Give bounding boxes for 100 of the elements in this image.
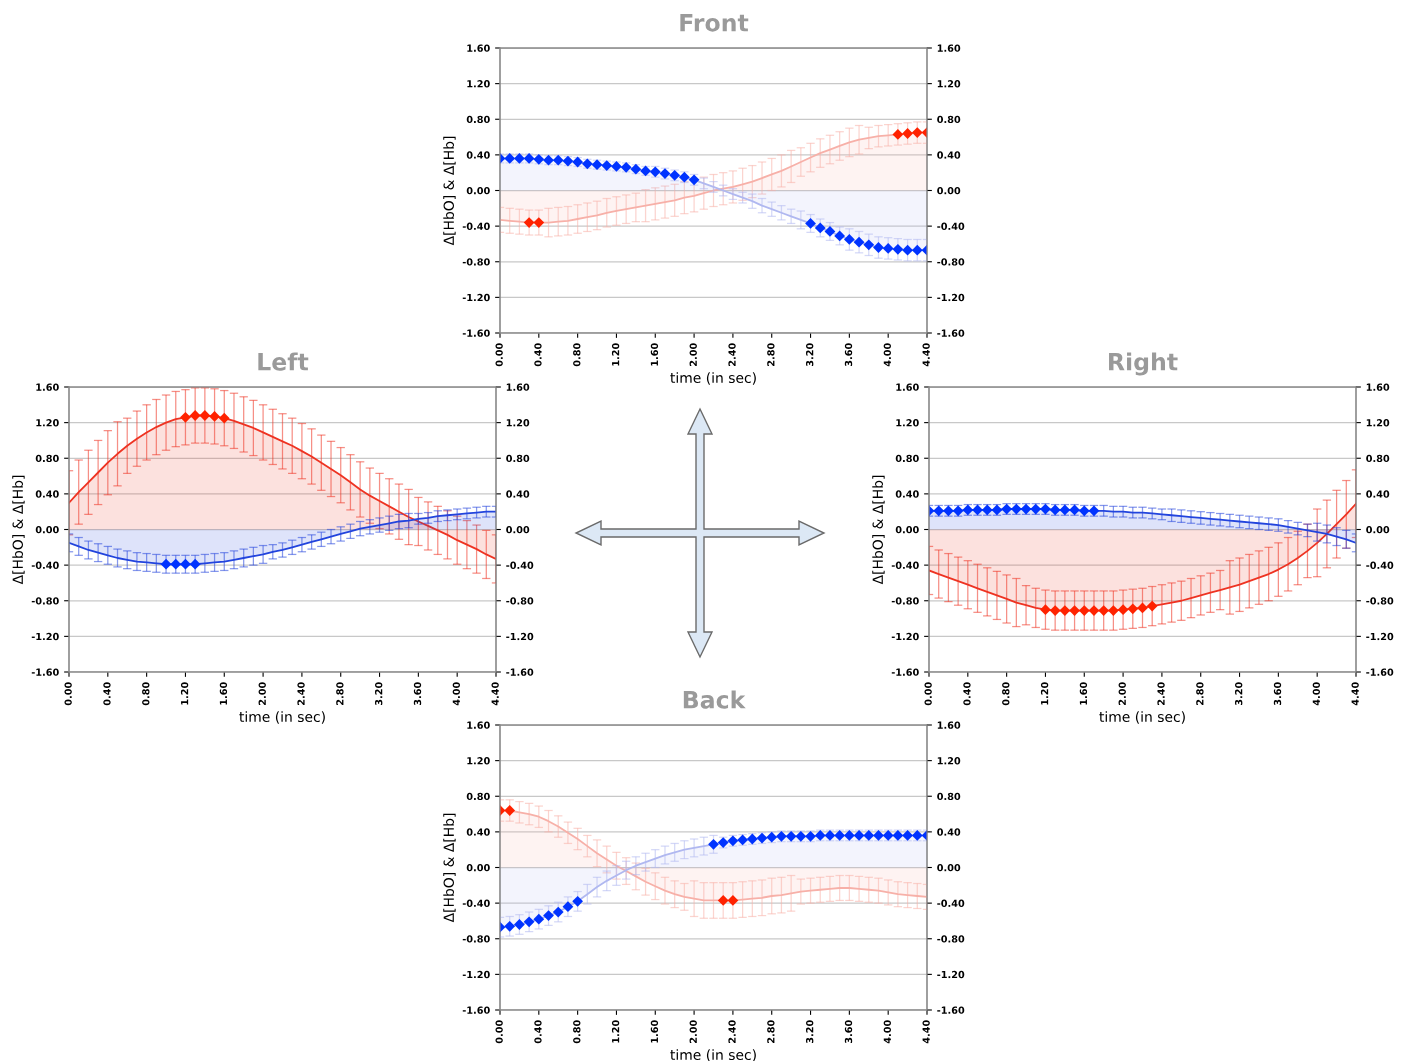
y-tick-label: 0.00 [466, 186, 490, 195]
y-axis-title: Δ[HbO] & Δ[Hb] [443, 813, 456, 923]
x-tick-label: 0.40 [963, 682, 971, 706]
y-tick-label: -1.60 [891, 668, 919, 676]
y2-tick-label: -0.40 [506, 561, 534, 569]
x-tick-label: 2.00 [689, 1020, 697, 1043]
y-tick-label: 1.60 [36, 383, 59, 391]
x-tick-label: 2.00 [258, 682, 266, 705]
y-tick-label: 0.40 [466, 828, 490, 836]
y2-tick-label: -0.80 [937, 935, 965, 943]
y2-tick-label: 0.00 [506, 525, 530, 534]
y2-tick-label: 1.20 [1366, 419, 1390, 427]
x-tick-label: 0.80 [142, 682, 150, 706]
y-tick-label: -0.80 [462, 935, 490, 943]
x-tick-label: 4.40 [491, 682, 499, 706]
x-tick-label: 4.00 [1312, 682, 1320, 706]
x-tick-label: 1.60 [650, 1020, 659, 1043]
y-tick-label: 1.60 [467, 721, 490, 729]
x-tick-label: 0.40 [534, 1020, 542, 1044]
chart-title: Right [1109, 352, 1178, 376]
y2-tick-label: 0.40 [506, 490, 530, 498]
y2-tick-label: 0.40 [1366, 490, 1390, 498]
x-tick-label: 2.80 [336, 682, 344, 705]
x-axis-title: time (in sec) [1099, 711, 1185, 724]
x-tick-label: 0.80 [573, 343, 581, 367]
x-tick-label: 2.00 [1118, 682, 1126, 705]
y-tick-label: 1.20 [36, 419, 59, 427]
y-tick-label: 1.60 [467, 44, 490, 52]
y-tick-label: -0.80 [31, 597, 59, 605]
x-tick-label: 1.20 [611, 1020, 620, 1043]
y-tick-label: 0.40 [466, 151, 490, 159]
x-tick-label: 1.60 [1079, 682, 1088, 705]
chart-title: Left [258, 352, 309, 371]
y2-tick-label: 0.00 [937, 863, 961, 872]
y2-tick-label: -1.60 [506, 668, 534, 676]
y-tick-label: -0.40 [462, 899, 490, 907]
x-tick-label: 3.20 [1235, 682, 1243, 706]
y-axis-title: Δ[HbO] & Δ[Hb] [443, 136, 456, 246]
y-tick-label: 1.60 [896, 383, 919, 391]
x-axis-title: time (in sec) [239, 711, 325, 724]
x-tick-label: 3.60 [844, 1020, 853, 1044]
x-tick-label: 3.60 [1273, 682, 1282, 706]
x-tick-label: 2.40 [1157, 682, 1165, 705]
y2-tick-label: 1.60 [937, 44, 961, 52]
y-tick-label: -1.60 [462, 329, 490, 337]
y-tick-label: -0.40 [31, 561, 59, 569]
y2-tick-label: 1.60 [1366, 383, 1390, 391]
y2-tick-label: -1.60 [937, 329, 965, 337]
x-tick-label: 2.00 [689, 343, 697, 366]
x-tick-label: 1.20 [1040, 682, 1049, 705]
y-tick-label: -0.40 [891, 561, 919, 569]
y2-tick-label: -0.80 [1366, 597, 1394, 605]
x-tick-label: 1.20 [611, 343, 620, 366]
x-tick-label: 2.80 [767, 343, 775, 366]
x-tick-label: 0.40 [103, 682, 111, 706]
x-axis-title: time (in sec) [670, 1049, 756, 1061]
y2-tick-label: 0.00 [937, 186, 961, 195]
y-tick-label: 0.40 [35, 490, 59, 498]
x-tick-label: 1.20 [180, 682, 189, 705]
x-tick-label: 4.00 [452, 682, 460, 706]
y2-tick-label: -0.40 [937, 222, 965, 230]
x-tick-label: 2.40 [728, 343, 736, 366]
y2-tick-label: -1.20 [937, 293, 965, 302]
y-axis-title: Δ[HbO] & Δ[Hb] [12, 475, 25, 585]
y-tick-label: -1.60 [462, 1006, 490, 1014]
x-tick-label: 4.40 [922, 343, 930, 367]
x-tick-label: 3.60 [413, 682, 422, 706]
x-tick-label: 1.60 [650, 343, 659, 366]
x-tick-label: 4.40 [1351, 682, 1359, 706]
y2-tick-label: 0.40 [937, 151, 961, 159]
y2-tick-label: -1.60 [937, 1006, 965, 1014]
x-tick-label: 1.60 [219, 682, 228, 705]
y2-tick-label: -0.80 [506, 597, 534, 605]
y-tick-label: -0.80 [462, 258, 490, 266]
y-tick-label: 0.40 [895, 490, 919, 498]
y-tick-label: 0.80 [466, 792, 490, 801]
y-tick-label: -0.80 [891, 597, 919, 605]
y-tick-label: 0.80 [35, 454, 59, 463]
x-tick-label: 3.20 [375, 682, 383, 706]
y2-tick-label: 1.20 [506, 419, 530, 427]
y-tick-label: 0.80 [466, 115, 490, 124]
x-tick-label: 4.00 [883, 1020, 891, 1044]
y-tick-label: 0.00 [466, 863, 490, 872]
y-axis-title: Δ[HbO] & Δ[Hb] [872, 475, 885, 585]
y-tick-label: -1.60 [31, 668, 59, 676]
y2-tick-label: -1.20 [937, 970, 965, 979]
x-tick-label: 2.40 [297, 682, 305, 705]
x-tick-label: 3.20 [806, 1020, 814, 1044]
x-tick-label: 0.80 [573, 1020, 581, 1044]
y-tick-label: 0.00 [35, 525, 59, 534]
y-tick-label: 1.20 [467, 80, 490, 88]
chart-title: Front [680, 14, 749, 32]
y-tick-label: 1.20 [896, 419, 919, 427]
y-tick-label: -1.20 [462, 293, 490, 302]
y2-tick-label: -1.20 [1366, 632, 1394, 641]
y2-tick-label: -0.40 [937, 899, 965, 907]
y-tick-label: -1.20 [31, 632, 59, 641]
y2-tick-label: 1.20 [937, 80, 961, 88]
y2-tick-label: 1.20 [937, 757, 961, 765]
y-tick-label: -1.20 [462, 970, 490, 979]
